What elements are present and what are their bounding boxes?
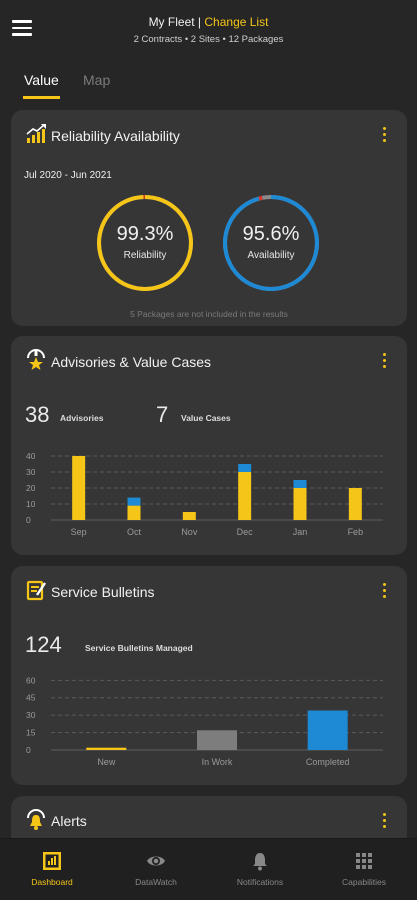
y-tick-label: 45 (26, 693, 36, 703)
top-bar: My Fleet | Change List 2 Contracts • 2 S… (0, 0, 417, 58)
advisories-more-icon[interactable] (381, 353, 387, 369)
bar (182, 512, 196, 520)
advisories-bar-chart: 0 10 20 30 40 Sep Oct Nov Dec Jan Feb (26, 451, 383, 537)
bulletins-count: 124 (25, 632, 62, 657)
advisories-label: Advisories (60, 413, 104, 423)
reliability-more-icon[interactable] (381, 127, 387, 143)
bottom-navigation: Dashboard DataWatch Notifications Capabi… (0, 838, 417, 900)
y-tick-label: 15 (26, 728, 36, 738)
nav-datawatch-label: DataWatch (135, 877, 177, 887)
nav-capabilities[interactable]: Capabilities (312, 839, 416, 900)
x-tick-label: Nov (181, 527, 198, 537)
eye-icon (147, 856, 165, 866)
bell-icon (253, 853, 267, 871)
x-tick-label: Sep (71, 527, 87, 537)
fleet-subtitle: 2 Contracts • 2 Sites • 12 Packages (133, 34, 284, 45)
availability-gauge: 95.6% Availability (221, 193, 321, 293)
nav-notifications-label: Notifications (236, 877, 284, 887)
x-tick-label: New (97, 757, 116, 767)
y-tick-label: 60 (26, 675, 36, 685)
bar (293, 480, 307, 488)
x-tick-label: Completed (306, 757, 350, 767)
fleet-title-text: My Fleet | (148, 15, 202, 29)
bar (127, 497, 141, 506)
tab-map[interactable]: Map (83, 72, 111, 88)
alerts-card-title: Alerts (51, 813, 87, 829)
bulletins-card-title: Service Bulletins (51, 584, 155, 600)
reliability-value: 99.3% (116, 223, 174, 245)
reliability-card-title: Reliability Availability (51, 128, 180, 144)
alerts-more-icon[interactable] (381, 813, 387, 829)
period-label: Jul 2020 - Jun 2021 (24, 170, 112, 181)
hamburger-menu-icon[interactable] (12, 20, 32, 36)
dashboard-icon (43, 852, 61, 870)
bulletins-count-label: Service Bulletins Managed (85, 643, 193, 653)
y-tick-label: 0 (26, 515, 31, 525)
service-bulletins-card: Service Bulletins 124 Service Bulletins … (11, 566, 407, 785)
reliability-gauge-ring (97, 195, 193, 291)
y-tick-label: 0 (26, 745, 31, 755)
availability-value: 95.6% (242, 223, 300, 245)
bar (307, 710, 348, 750)
y-tick-label: 30 (26, 467, 36, 477)
bar (238, 464, 252, 472)
value-cases-label: Value Cases (181, 413, 231, 423)
advisory-star-icon (27, 349, 45, 370)
bar (348, 488, 362, 520)
availability-label: Availability (247, 250, 295, 261)
bar (127, 505, 141, 520)
bar (86, 747, 127, 750)
bulletins-more-icon[interactable] (381, 583, 387, 599)
gauge-value-arc (223, 195, 319, 291)
excluded-packages-note: 5 Packages are not included in the resul… (130, 309, 288, 319)
advisories-count: 38 (25, 402, 50, 427)
nav-dashboard-label: Dashboard (31, 877, 73, 887)
active-tab-indicator (23, 96, 60, 99)
x-tick-label: Oct (127, 527, 142, 537)
advisories-card: Advisories & Value Cases 38 Advisories 7… (11, 336, 407, 555)
y-tick-label: 20 (26, 483, 36, 493)
reliability-availability-card: Reliability Availability Jul 2020 - Jun … (11, 110, 407, 326)
value-cases-count: 7 (156, 402, 169, 427)
bar (197, 730, 237, 750)
nav-datawatch[interactable]: DataWatch (104, 839, 208, 900)
bar (238, 472, 252, 520)
bulletins-bar-chart: 0 15 30 45 60 New In Work Completed (26, 675, 383, 767)
fleet-title: My Fleet | Change List (0, 15, 417, 29)
y-tick-label: 30 (26, 710, 36, 720)
bulletin-clipboard-icon (26, 580, 46, 601)
grid-icon (356, 853, 372, 869)
availability-gauge-ring (223, 195, 319, 291)
x-tick-label: Dec (237, 527, 254, 537)
trend-chart-icon (26, 124, 46, 143)
x-tick-label: In Work (202, 757, 233, 767)
reliability-label: Reliability (123, 250, 167, 261)
nav-dashboard[interactable]: Dashboard (0, 839, 104, 900)
nav-notifications[interactable]: Notifications (208, 839, 312, 900)
x-tick-label: Jan (293, 527, 308, 537)
reliability-gauge: 99.3% Reliability (95, 193, 195, 293)
change-list-link[interactable]: Change List (204, 15, 269, 29)
bar (72, 456, 86, 520)
tab-value[interactable]: Value (24, 72, 59, 88)
alert-bell-icon (27, 809, 45, 830)
bar (293, 488, 307, 520)
y-tick-label: 10 (26, 499, 36, 509)
y-tick-label: 40 (26, 451, 36, 461)
advisories-card-title: Advisories & Value Cases (51, 354, 212, 370)
x-tick-label: Feb (348, 527, 364, 537)
nav-capabilities-label: Capabilities (342, 877, 386, 887)
tab-bar: Value Map (0, 58, 417, 100)
gauge-loss-arc (97, 195, 193, 291)
